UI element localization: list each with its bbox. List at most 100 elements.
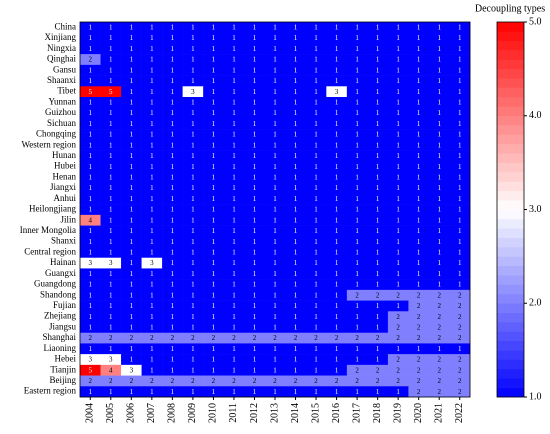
cell <box>367 311 389 323</box>
cell-label: 2 <box>417 313 421 321</box>
cell-label: 1 <box>437 227 441 235</box>
cell-label: 1 <box>376 227 380 235</box>
cell <box>80 257 101 269</box>
cell-label: 1 <box>314 120 318 128</box>
cell-label: 1 <box>232 313 236 321</box>
cell-label: 1 <box>417 141 421 149</box>
cell <box>428 86 450 98</box>
cell <box>100 236 122 248</box>
cell-label: 2 <box>191 377 195 385</box>
cell-label: 1 <box>130 98 134 106</box>
cell-label: 1 <box>89 302 93 310</box>
cell <box>387 257 409 269</box>
cell <box>80 118 101 130</box>
cell-label: 1 <box>396 259 400 267</box>
cell-label: 1 <box>273 270 277 278</box>
cell <box>223 139 245 151</box>
cell-label: 1 <box>314 388 318 396</box>
cell <box>408 214 430 226</box>
cell <box>223 118 245 130</box>
cell-label: 1 <box>437 206 441 214</box>
y-tick-label: China <box>55 21 77 31</box>
cell-label: 1 <box>294 77 298 85</box>
cell <box>346 150 368 162</box>
cell-label: 1 <box>212 345 216 353</box>
cell-label: 1 <box>130 184 134 192</box>
cell-label: 1 <box>294 248 298 256</box>
cell-label: 1 <box>171 98 175 106</box>
cell-label: 1 <box>417 163 421 171</box>
cell <box>449 161 471 173</box>
cell <box>121 161 142 173</box>
cell-label: 1 <box>89 270 93 278</box>
cell-label: 1 <box>314 270 318 278</box>
cell <box>408 43 430 55</box>
cell-label: 1 <box>232 248 236 256</box>
cell-label: 1 <box>253 152 257 160</box>
cell <box>408 193 430 205</box>
cell-label: 1 <box>396 388 400 396</box>
cell-label: 1 <box>335 388 339 396</box>
cell <box>182 64 204 76</box>
cell <box>244 97 266 109</box>
y-tick-label: Jilin <box>60 214 76 224</box>
cell-label: 1 <box>171 248 175 256</box>
cell <box>387 193 409 205</box>
cell <box>387 204 409 216</box>
cell-label: 1 <box>89 313 93 321</box>
cell <box>326 161 348 173</box>
cell <box>162 311 183 323</box>
cell <box>244 279 266 291</box>
cell-label: 1 <box>458 77 462 85</box>
cell <box>387 247 409 259</box>
cell <box>408 182 430 194</box>
cell-label: 1 <box>130 248 134 256</box>
cell-label: 1 <box>396 173 400 181</box>
cell <box>121 257 142 269</box>
cell-label: 2 <box>458 334 462 342</box>
cell-label: 3 <box>89 259 93 267</box>
cell <box>428 22 450 34</box>
cell-label: 1 <box>232 109 236 117</box>
cell-label: 1 <box>212 270 216 278</box>
cell <box>121 225 142 237</box>
cell <box>100 354 122 366</box>
cell-label: 1 <box>355 173 359 181</box>
cell-label: 1 <box>294 291 298 299</box>
cell-label: 1 <box>253 388 257 396</box>
cell <box>449 268 471 280</box>
cell <box>162 364 183 376</box>
cell-label: 1 <box>458 259 462 267</box>
cell-label: 1 <box>417 270 421 278</box>
cell <box>264 161 286 173</box>
cell <box>449 236 471 248</box>
cell-label: 2 <box>458 323 462 331</box>
x-tick-label: 2013 <box>269 403 280 423</box>
cell <box>100 43 122 55</box>
cell <box>346 139 368 151</box>
cell <box>449 247 471 259</box>
cell-label: 1 <box>376 45 380 53</box>
cell-label: 1 <box>273 238 277 246</box>
cell-label: 1 <box>355 34 359 42</box>
cell <box>346 32 368 44</box>
y-tick-label: Shandong <box>40 289 77 299</box>
x-tick-label: 2018 <box>372 403 383 423</box>
y-tick-label: Central region <box>24 246 76 256</box>
cell <box>162 225 183 237</box>
cell <box>141 375 163 387</box>
cell-label: 1 <box>437 173 441 181</box>
cell-label: 1 <box>437 152 441 160</box>
cell <box>121 182 142 194</box>
colorbar-tick-label: 1.0 <box>529 391 542 402</box>
cell <box>367 214 389 226</box>
cell <box>326 107 348 119</box>
cell <box>264 172 286 184</box>
cell-label: 1 <box>191 259 195 267</box>
cell-label: 2 <box>437 356 441 364</box>
cell <box>182 322 204 334</box>
cell-label: 1 <box>335 366 339 374</box>
cell-label: 1 <box>89 77 93 85</box>
y-tick-label: Heilongjiang <box>29 204 76 214</box>
cell <box>408 118 430 130</box>
